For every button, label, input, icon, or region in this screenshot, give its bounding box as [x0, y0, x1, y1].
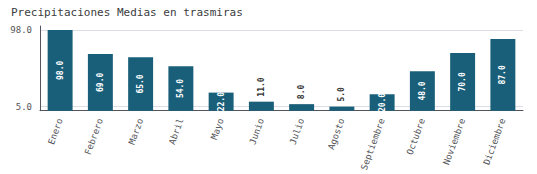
svg-text:69.0: 69.0 — [96, 73, 105, 92]
svg-text:54.0: 54.0 — [176, 79, 185, 98]
svg-text:Enero: Enero — [46, 117, 65, 146]
svg-text:Junio: Junio — [247, 117, 266, 146]
svg-text:Abril: Abril — [167, 117, 186, 146]
svg-text:5.0: 5.0 — [16, 102, 32, 112]
svg-text:48.0: 48.0 — [418, 81, 427, 100]
svg-text:Diciembre: Diciembre — [481, 117, 507, 166]
svg-text:Mayo: Mayo — [209, 117, 226, 141]
svg-text:70.0: 70.0 — [458, 72, 467, 91]
svg-text:98.0: 98.0 — [10, 25, 32, 35]
svg-text:Noviembre: Noviembre — [441, 117, 467, 166]
svg-text:20.0: 20.0 — [378, 93, 387, 112]
svg-text:65.0: 65.0 — [136, 74, 145, 93]
svg-text:98.0: 98.0 — [56, 61, 65, 80]
svg-text:Precipitaciones Medias en tras: Precipitaciones Medias en trasmiras — [11, 6, 243, 19]
svg-text:22.0: 22.0 — [217, 92, 226, 111]
svg-text:Septiembre: Septiembre — [359, 117, 387, 171]
svg-text:5.0: 5.0 — [337, 87, 346, 102]
svg-text:11.0: 11.0 — [257, 77, 266, 96]
svg-text:Marzo: Marzo — [127, 117, 146, 146]
svg-text:Agosto: Agosto — [326, 117, 347, 151]
svg-text:87.0: 87.0 — [498, 65, 507, 84]
svg-text:8.0: 8.0 — [297, 85, 306, 100]
svg-text:Febrero: Febrero — [83, 117, 105, 156]
svg-text:Julio: Julio — [288, 117, 307, 146]
svg-text:Octubre: Octubre — [405, 117, 427, 156]
